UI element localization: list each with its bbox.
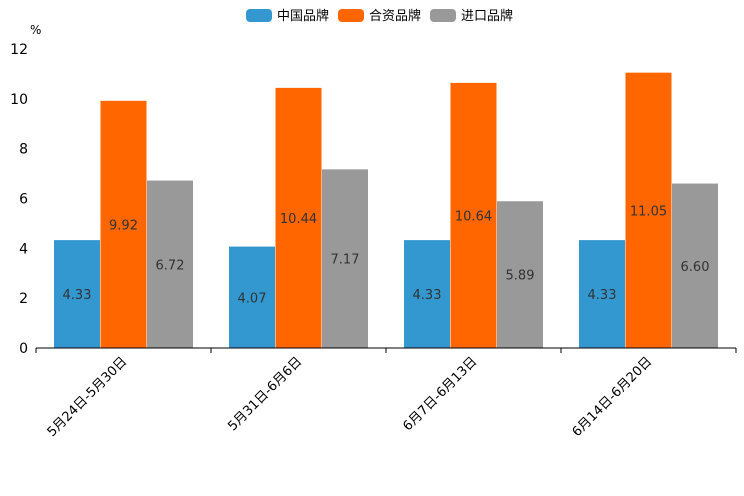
bar [450,82,497,349]
legend-swatch [246,9,272,22]
data-label: 4.33 [588,288,617,303]
legend-item[interactable]: 中国品牌 [246,8,329,24]
y-tick-label: 12 [10,42,28,58]
data-label: 7.17 [331,253,360,268]
data-label: 4.07 [238,291,267,306]
x-tick-label: 5月31日-6月6日 [225,354,305,434]
data-label: 5.89 [506,269,535,284]
bars: 4.33 9.92 6.72 4.07 10.44 7.17 4.33 10.64 5.89 4.… [54,72,718,349]
legend-item[interactable]: 进口品牌 [430,8,513,24]
bar [322,169,368,348]
legend-swatch [338,9,364,22]
legend-label: 中国品牌 [277,8,329,24]
bar [54,240,100,348]
bar [404,240,450,348]
legend: 中国品牌 合资品牌 进口品牌 [246,8,513,24]
data-label: 6.60 [681,260,710,275]
data-label: 4.33 [413,288,442,303]
legend-swatch [430,9,456,22]
bar [229,246,275,348]
bar [579,240,625,348]
data-label: 10.44 [280,212,317,227]
x-tick-label: 5月24日-5月30日 [45,354,131,440]
bar [147,180,193,348]
bar [672,183,718,348]
x-tick-label: 6月14日-6月20日 [570,354,656,440]
data-label: 6.72 [156,258,185,273]
bar [100,100,147,349]
x-tick-label: 6月7日-6月13日 [400,354,480,434]
legend-label: 进口品牌 [461,8,513,24]
x-axis [35,347,737,353]
y-axis-unit-label: % [30,23,41,37]
bar [497,201,543,348]
y-tick-label: 0 [19,341,28,357]
legend-item[interactable]: 合资品牌 [338,8,421,24]
y-tick-label: 4 [19,241,28,257]
data-label: 4.33 [63,288,92,303]
data-label: 10.64 [455,209,492,224]
data-label: 11.05 [630,204,667,219]
y-tick-label: 8 [19,142,28,158]
y-tick-label: 2 [19,291,28,307]
data-label: 9.92 [109,218,138,233]
y-tick-label: 6 [19,192,28,208]
bar [625,72,672,348]
y-tick-label: 10 [10,92,28,108]
legend-label: 合资品牌 [369,8,421,24]
x-axis-labels: 5月24日-5月30日 5月31日-6月6日 6月7日-6月13日 6月14日-6月2… [45,354,656,440]
bar [275,87,322,349]
y-axis: 0 2 4 6 8 10 12 [10,42,28,357]
